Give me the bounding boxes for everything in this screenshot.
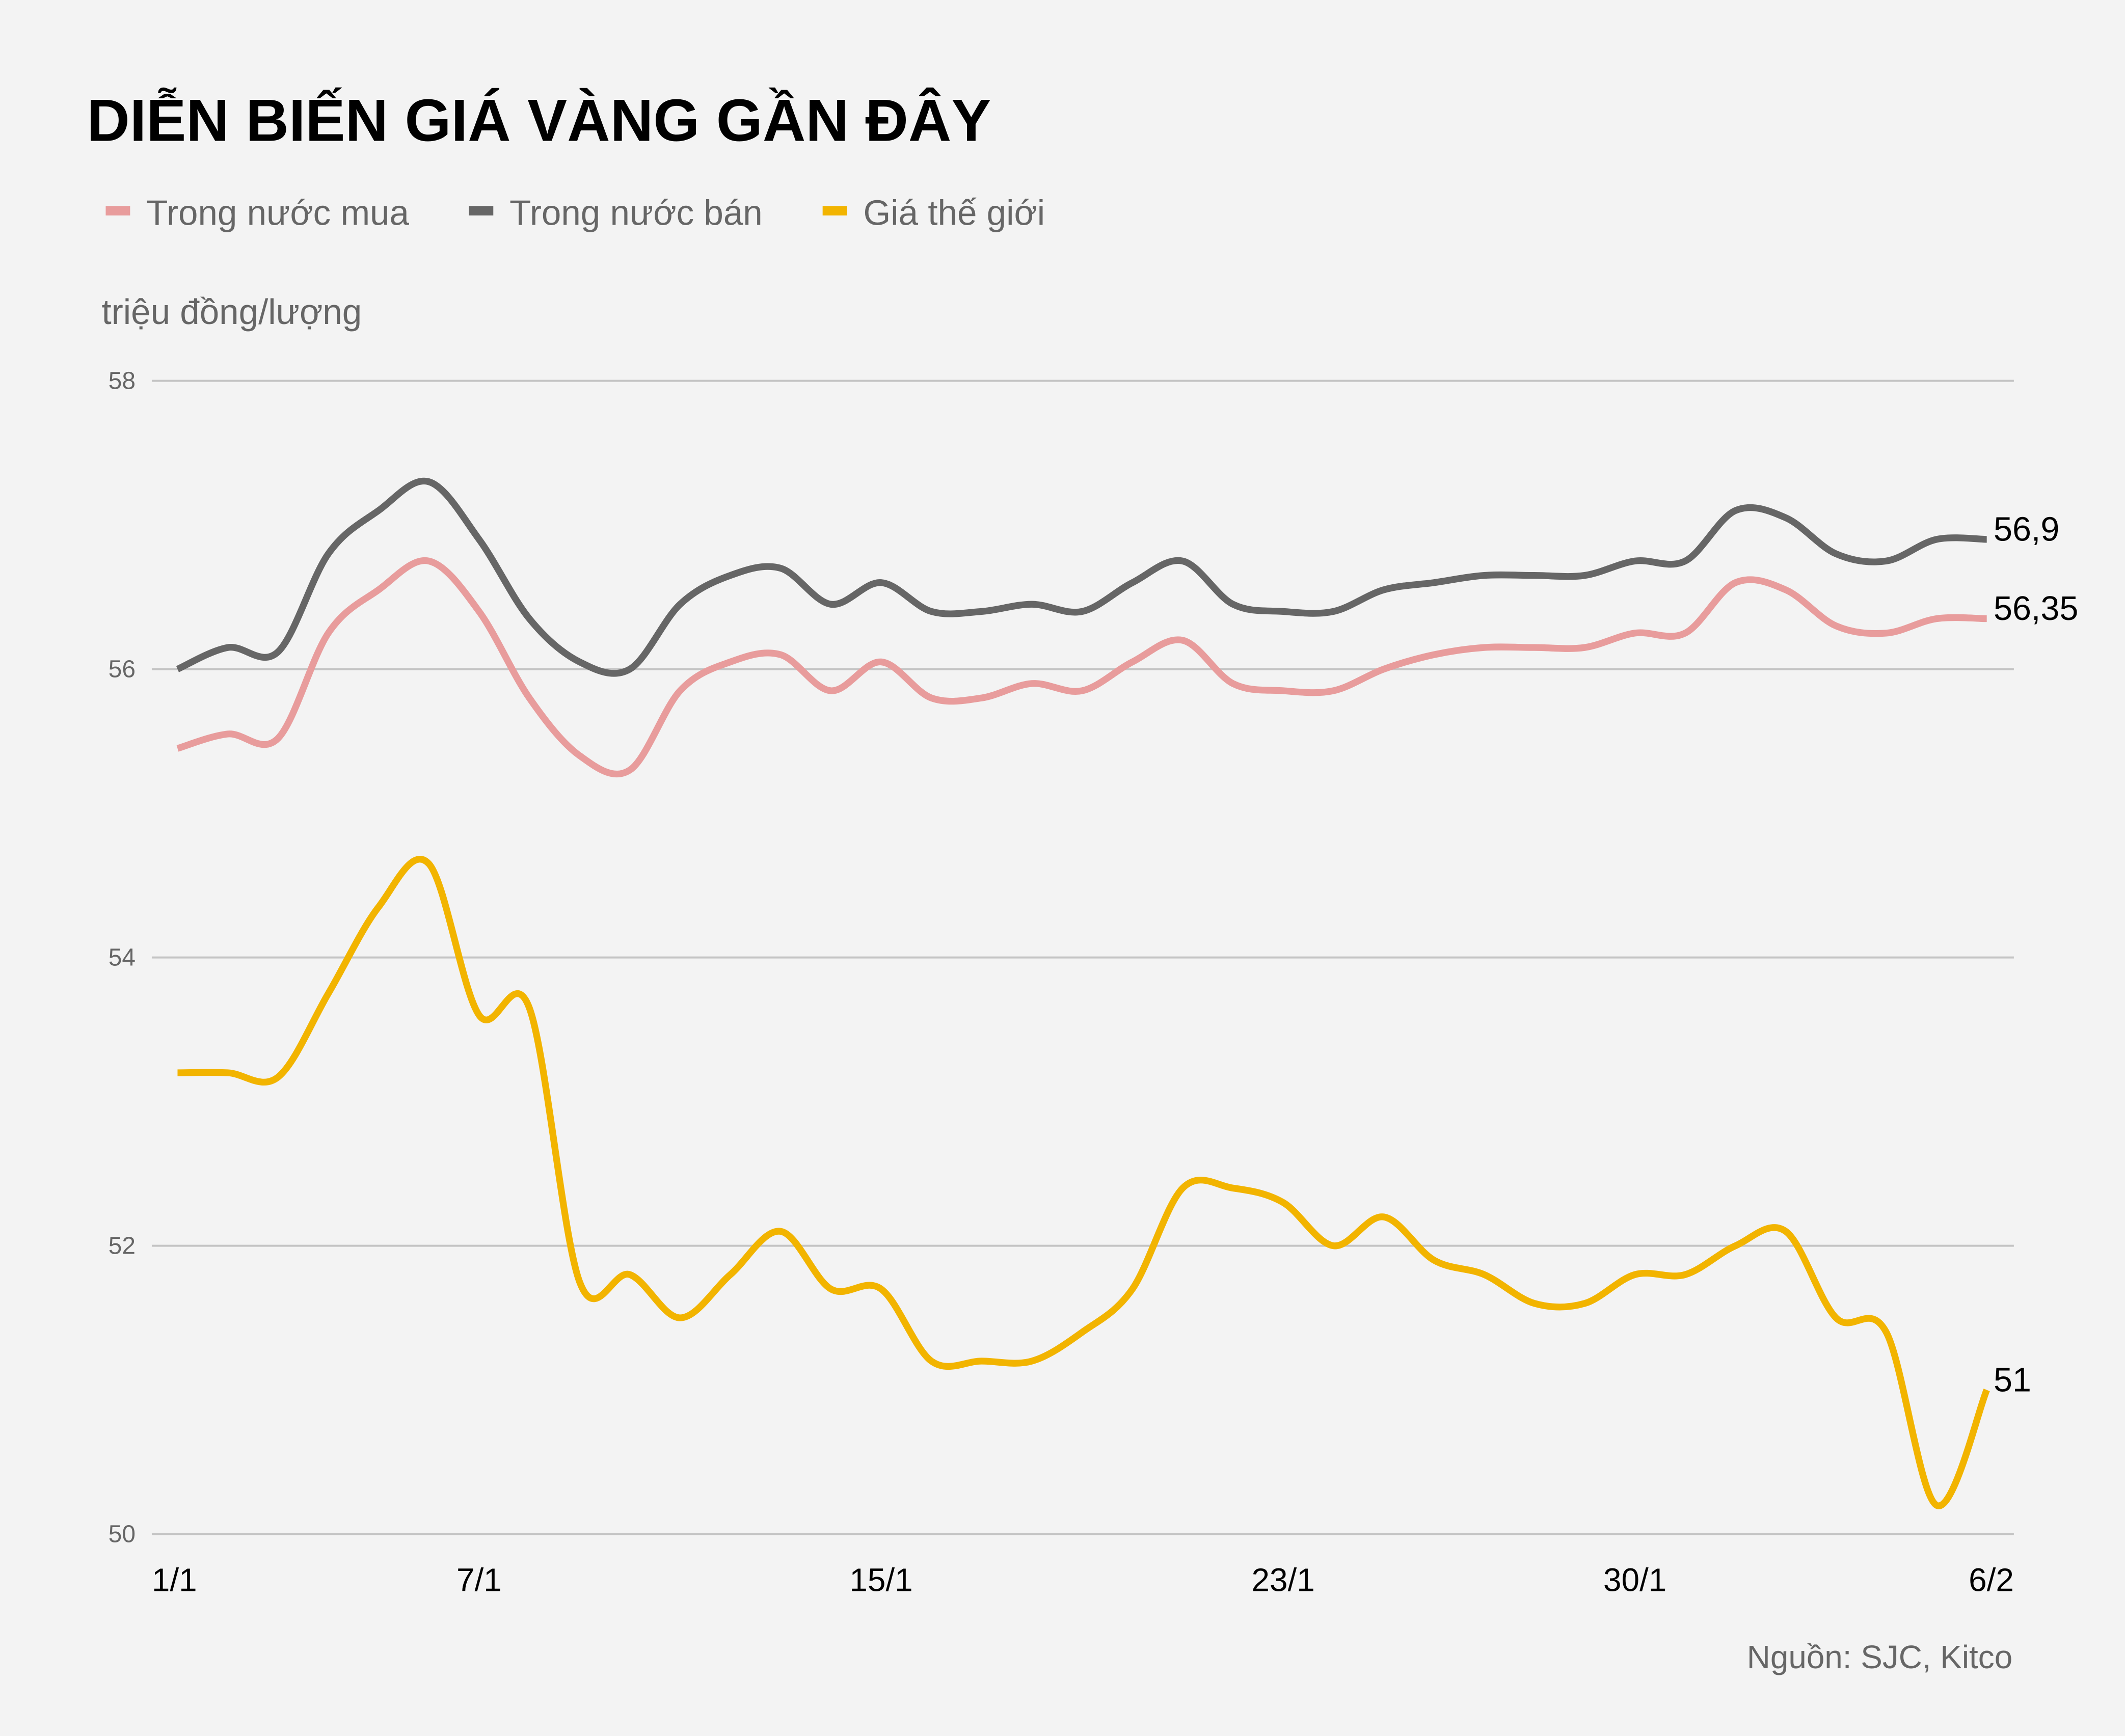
legend: Trong nước mua Trong nước bán Giá thế giới	[105, 193, 1045, 233]
x-tick-label: 30/1	[1603, 1561, 1666, 1598]
y-tick-label: 52	[109, 1233, 136, 1260]
legend-label: Trong nước bán	[509, 193, 763, 233]
y-tick-label: 50	[109, 1521, 136, 1548]
x-tick-label: 15/1	[849, 1561, 912, 1598]
legend-label: Trong nước mua	[146, 193, 409, 233]
legend-swatch	[822, 206, 847, 216]
series-line-domestic-buy	[176, 557, 1987, 778]
series-line-domestic-sell	[176, 477, 1987, 677]
y-axis-unit-label: triệu đồng/lượng	[102, 292, 362, 332]
legend-label: Giá thế giới	[863, 193, 1045, 233]
x-tick-label: 23/1	[1252, 1561, 1315, 1598]
end-labels: 56,35 56,9 51	[1994, 511, 2078, 1399]
x-tick-label: 1/1	[152, 1561, 197, 1598]
x-tick-label: 7/1	[456, 1561, 502, 1598]
legend-swatch	[469, 206, 494, 216]
series-lines	[176, 477, 1990, 1509]
source-note: Nguồn: SJC, Kitco	[1747, 1639, 2012, 1675]
x-tick-label: 6/2	[1969, 1561, 2014, 1598]
x-axis-ticks: 1/1 7/1 15/1 23/1 30/1 6/2	[152, 1561, 2014, 1598]
y-tick-label: 54	[109, 944, 136, 971]
legend-swatch	[105, 206, 130, 216]
y-axis-ticks: 50 52 54 56 58	[109, 368, 136, 1548]
end-value-label: 51	[1994, 1361, 2031, 1399]
series-line-world-price	[177, 856, 1990, 1509]
y-tick-label: 56	[109, 656, 136, 683]
chart-title: DIỄN BIẾN GIÁ VÀNG GẦN ĐÂY	[87, 87, 991, 154]
gridlines	[151, 379, 2014, 1535]
end-value-label: 56,9	[1994, 511, 2059, 549]
y-tick-label: 58	[109, 368, 136, 395]
end-value-label: 56,35	[1994, 590, 2078, 628]
